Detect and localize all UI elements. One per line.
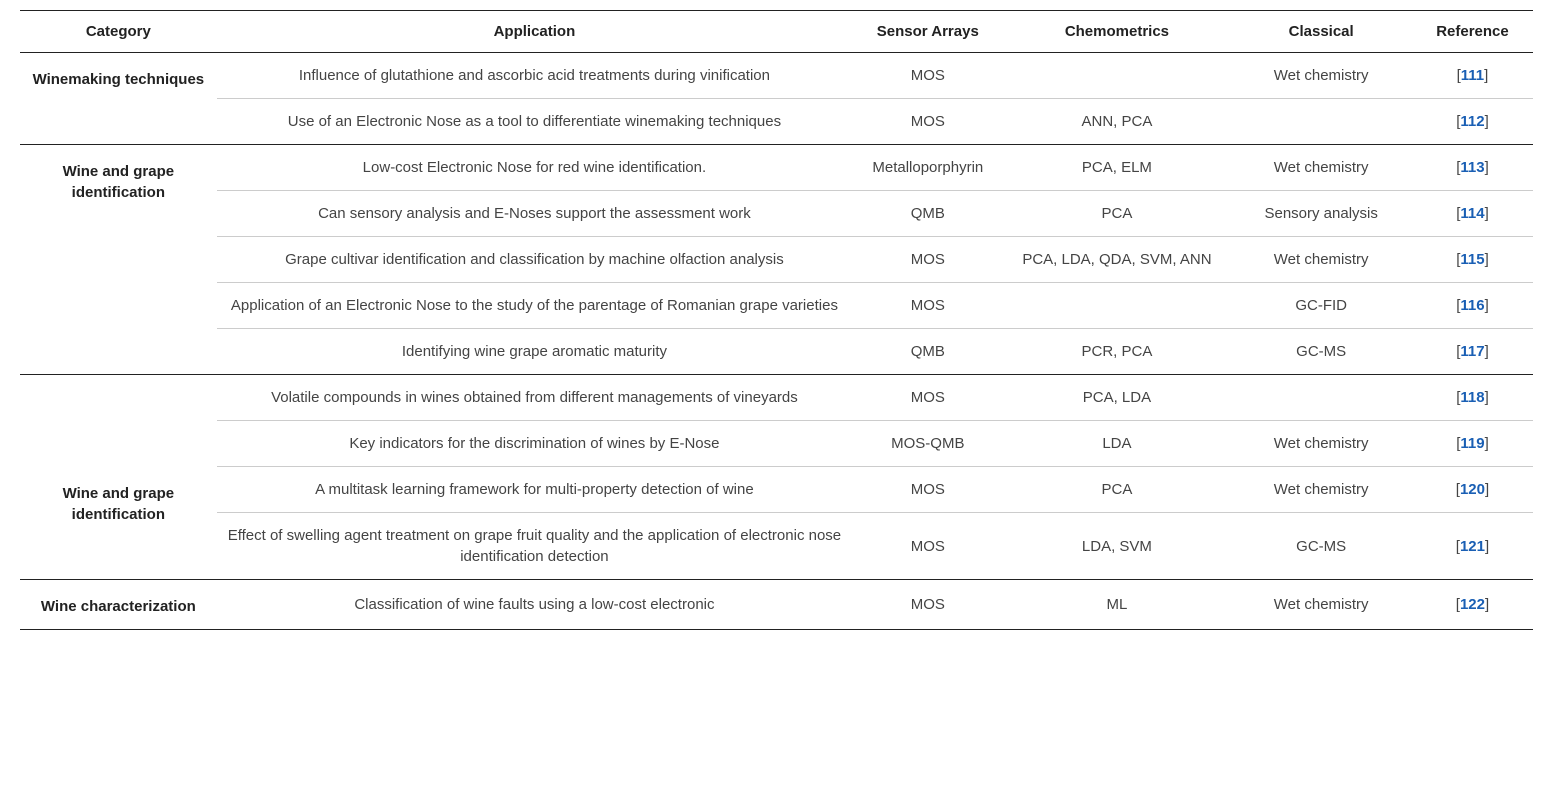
table-row: Application of an Electronic Nose to the… [20, 283, 1533, 329]
chemometrics-cell: PCA, LDA [1003, 375, 1230, 421]
chemometrics-cell: LDA [1003, 421, 1230, 467]
chemometrics-cell: LDA, SVM [1003, 513, 1230, 580]
table-row: Key indicators for the discrimination of… [20, 421, 1533, 467]
reference-cell: [114] [1412, 191, 1533, 237]
application-cell: Classification of wine faults using a lo… [217, 580, 852, 630]
chemometrics-cell [1003, 283, 1230, 329]
application-cell: Can sensory analysis and E-Noses support… [217, 191, 852, 237]
application-cell: Use of an Electronic Nose as a tool to d… [217, 99, 852, 145]
sensor-cell: MOS [852, 467, 1003, 513]
header-sensor: Sensor Arrays [852, 11, 1003, 53]
header-category: Category [20, 11, 217, 53]
classical-cell: Sensory analysis [1230, 191, 1412, 237]
reference-link[interactable]: 117 [1460, 343, 1484, 360]
header-application: Application [217, 11, 852, 53]
reference-cell: [118] [1412, 375, 1533, 421]
classical-cell [1230, 375, 1412, 421]
reference-link[interactable]: 118 [1460, 389, 1484, 406]
classical-cell: Wet chemistry [1230, 421, 1412, 467]
category-spacer [20, 421, 217, 467]
sensor-cell: MOS [852, 513, 1003, 580]
application-cell: Key indicators for the discrimination of… [217, 421, 852, 467]
sensor-cell: QMB [852, 191, 1003, 237]
sensor-cell: MOS [852, 580, 1003, 630]
reference-cell: [120] [1412, 467, 1533, 513]
application-cell: Effect of swelling agent treatment on gr… [217, 513, 852, 580]
application-cell: Influence of glutathione and ascorbic ac… [217, 53, 852, 99]
table-row: Volatile compounds in wines obtained fro… [20, 375, 1533, 421]
sensor-cell: MOS [852, 375, 1003, 421]
chemometrics-cell: PCA [1003, 191, 1230, 237]
reference-cell: [116] [1412, 283, 1533, 329]
header-reference: Reference [1412, 11, 1533, 53]
table-row: Effect of swelling agent treatment on gr… [20, 513, 1533, 580]
reference-cell: [113] [1412, 145, 1533, 191]
table-row: Can sensory analysis and E-Noses support… [20, 191, 1533, 237]
reference-cell: [117] [1412, 329, 1533, 375]
chemometrics-cell: PCR, PCA [1003, 329, 1230, 375]
reference-cell: [112] [1412, 99, 1533, 145]
table-row: Wine and grape identificationA multitask… [20, 467, 1533, 513]
reference-cell: [115] [1412, 237, 1533, 283]
category-cell: Wine and grape identification [20, 145, 217, 375]
classical-cell: Wet chemistry [1230, 237, 1412, 283]
sensor-cell: QMB [852, 329, 1003, 375]
reference-link[interactable]: 113 [1460, 159, 1484, 176]
reference-link[interactable]: 111 [1461, 67, 1484, 84]
application-cell: Grape cultivar identification and classi… [217, 237, 852, 283]
application-cell: Low-cost Electronic Nose for red wine id… [217, 145, 852, 191]
sensor-cell: MOS [852, 99, 1003, 145]
chemometrics-cell: PCA, ELM [1003, 145, 1230, 191]
sensor-cell: Metalloporphyrin [852, 145, 1003, 191]
reference-link[interactable]: 122 [1460, 596, 1485, 613]
classical-cell: Wet chemistry [1230, 145, 1412, 191]
application-cell: Application of an Electronic Nose to the… [217, 283, 852, 329]
sensor-cell: MOS [852, 237, 1003, 283]
reference-link[interactable]: 119 [1460, 435, 1484, 452]
reference-cell: [122] [1412, 580, 1533, 630]
classical-cell: Wet chemistry [1230, 53, 1412, 99]
reference-link[interactable]: 121 [1460, 538, 1485, 555]
reference-cell: [119] [1412, 421, 1533, 467]
application-cell: A multitask learning framework for multi… [217, 467, 852, 513]
classical-cell [1230, 99, 1412, 145]
reference-link[interactable]: 120 [1460, 481, 1485, 498]
classical-cell: Wet chemistry [1230, 580, 1412, 630]
sensor-cell: MOS [852, 53, 1003, 99]
reference-link[interactable]: 115 [1460, 251, 1484, 268]
table-row: Winemaking techniquesInfluence of glutat… [20, 53, 1533, 99]
chemometrics-cell: ANN, PCA [1003, 99, 1230, 145]
application-cell: Volatile compounds in wines obtained fro… [217, 375, 852, 421]
table-row: Wine characterizationClassification of w… [20, 580, 1533, 630]
table-row: Use of an Electronic Nose as a tool to d… [20, 99, 1533, 145]
applications-table: Category Application Sensor Arrays Chemo… [20, 10, 1533, 630]
category-cell: Wine characterization [20, 580, 217, 630]
chemometrics-cell: PCA, LDA, QDA, SVM, ANN [1003, 237, 1230, 283]
classical-cell: GC-MS [1230, 329, 1412, 375]
reference-link[interactable]: 114 [1460, 205, 1484, 222]
category-spacer [20, 375, 217, 421]
chemometrics-cell: ML [1003, 580, 1230, 630]
table-row: Identifying wine grape aromatic maturity… [20, 329, 1533, 375]
category-cell: Winemaking techniques [20, 53, 217, 145]
reference-link[interactable]: 116 [1460, 297, 1484, 314]
classical-cell: Wet chemistry [1230, 467, 1412, 513]
sensor-cell: MOS-QMB [852, 421, 1003, 467]
chemometrics-cell [1003, 53, 1230, 99]
table-row: Wine and grape identificationLow-cost El… [20, 145, 1533, 191]
reference-cell: [121] [1412, 513, 1533, 580]
table-row: Grape cultivar identification and classi… [20, 237, 1533, 283]
chemometrics-cell: PCA [1003, 467, 1230, 513]
classical-cell: GC-MS [1230, 513, 1412, 580]
header-classical: Classical [1230, 11, 1412, 53]
application-cell: Identifying wine grape aromatic maturity [217, 329, 852, 375]
header-row: Category Application Sensor Arrays Chemo… [20, 11, 1533, 53]
classical-cell: GC-FID [1230, 283, 1412, 329]
reference-cell: [111] [1412, 53, 1533, 99]
header-chemo: Chemometrics [1003, 11, 1230, 53]
reference-link[interactable]: 112 [1460, 113, 1484, 130]
category-cell: Wine and grape identification [20, 467, 217, 580]
sensor-cell: MOS [852, 283, 1003, 329]
